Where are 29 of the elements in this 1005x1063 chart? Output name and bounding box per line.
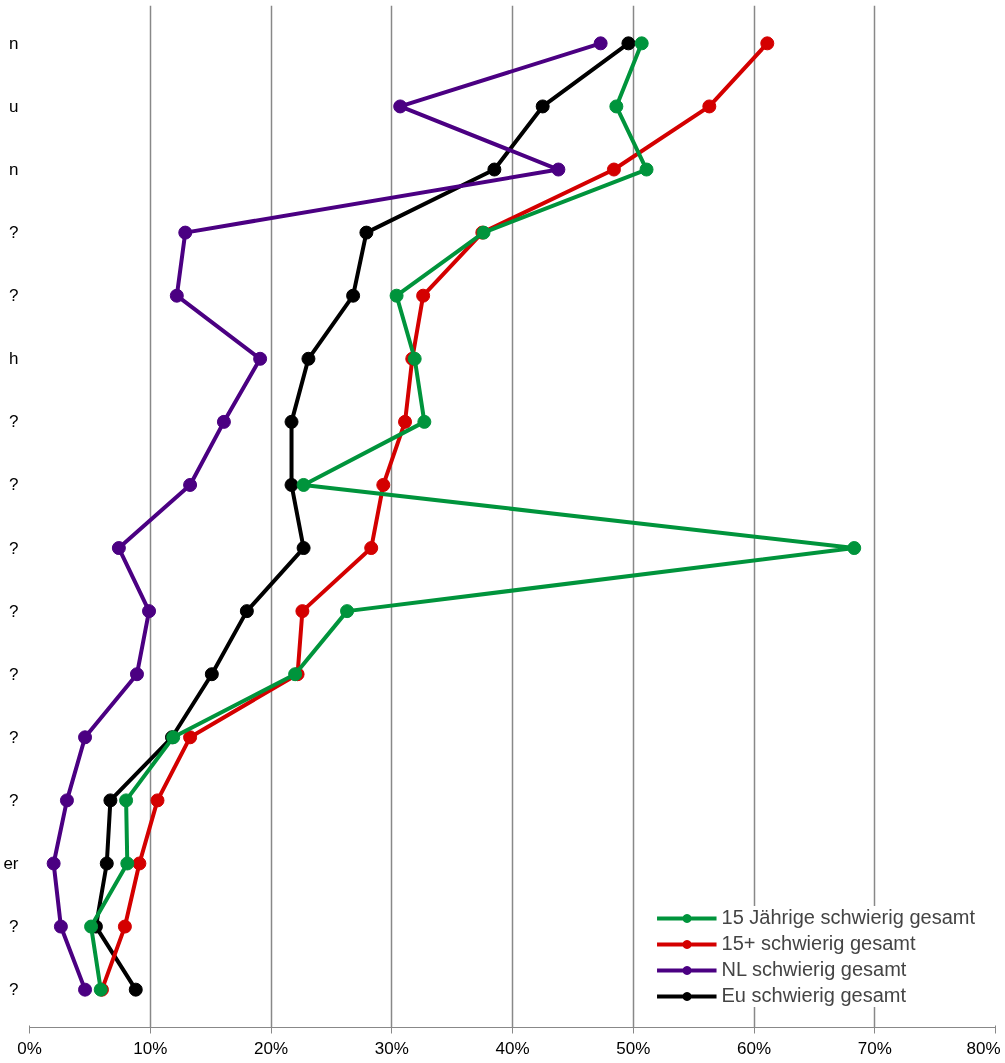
y-tick-label: ? — [9, 601, 19, 621]
y-tick-label: h — [9, 349, 19, 369]
y-tick-label: ? — [9, 917, 19, 937]
y-tick-label: u — [9, 96, 19, 116]
y-tick-label: n — [9, 33, 19, 53]
y-tick-label: ? — [9, 538, 19, 558]
legend-label: NL schwierig gesamt — [721, 958, 907, 981]
y-tick-label: n — [9, 160, 19, 180]
y-tick-label: ? — [9, 790, 19, 810]
y-tick-label: ? — [9, 727, 19, 747]
y-tick-label: ? — [9, 286, 19, 306]
x-tick-label: 50% — [616, 1038, 651, 1058]
x-tick-label: 40% — [495, 1038, 530, 1058]
legend-label: 15+ schwierig gesamt — [721, 932, 916, 955]
x-tick-label: 80% — [966, 1038, 1001, 1058]
y-tick-label: ? — [9, 412, 19, 432]
y-tick-label: er — [3, 853, 19, 873]
x-tick-label: 60% — [736, 1038, 772, 1058]
x-tick-label: 70% — [857, 1038, 892, 1058]
x-tick-label: 30% — [374, 1038, 409, 1058]
x-tick-label: 10% — [133, 1038, 168, 1058]
x-tick-label: 0% — [17, 1038, 42, 1058]
y-tick-label: ? — [9, 664, 19, 684]
y-tick-label: ? — [9, 980, 19, 1000]
legend-label: Eu schwierig gesamt — [721, 984, 907, 1007]
legend-label: 15 Jährige schwierig gesamt — [721, 906, 975, 929]
y-tick-label: ? — [9, 223, 19, 243]
x-tick-label: 20% — [253, 1038, 289, 1058]
y-tick-label: ? — [9, 475, 19, 495]
